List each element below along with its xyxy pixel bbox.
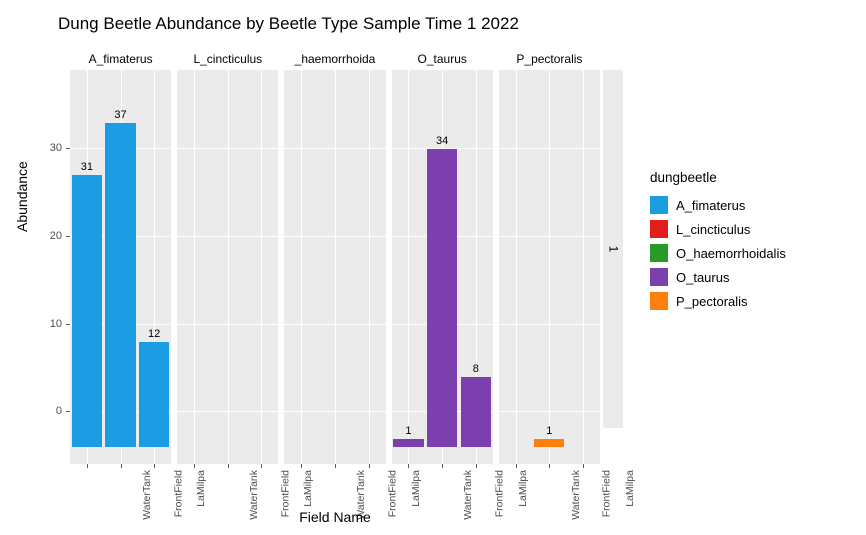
facet: L_cincticulusWaterTankFrontFieldLaMilpa <box>177 48 278 468</box>
legend-title: dungbeetle <box>650 170 786 185</box>
bar-value-label: 12 <box>140 328 168 340</box>
facet-strip: O_taurus <box>392 48 493 70</box>
legend-item: L_cincticulus <box>650 217 786 241</box>
bar <box>461 377 491 447</box>
bar-value-label: 34 <box>428 135 456 147</box>
legend-swatch <box>650 268 668 286</box>
facet: P_pectoralis1WaterTankFrontFieldLaMilpa <box>499 48 600 468</box>
y-tick-label: 0 <box>56 405 62 417</box>
legend-label: A_fimaterus <box>676 198 745 213</box>
legend: dungbeetle A_fimaterus L_cincticulus O_hae… <box>650 170 786 313</box>
chart-title: Dung Beetle Abundance by Beetle Type Sam… <box>58 14 519 34</box>
bar-value-label: 8 <box>462 363 490 375</box>
bar-value-label: 31 <box>73 161 101 173</box>
facet: O_taurus1348WaterTankFrontFieldLaMilpa <box>392 48 493 468</box>
bar-value-label: 1 <box>535 425 563 437</box>
legend-swatch <box>650 244 668 262</box>
y-axis-title: Abundance <box>14 161 30 232</box>
facet-strip: L_cincticulus <box>177 48 278 70</box>
bar <box>72 175 102 447</box>
legend-label: L_cincticulus <box>676 222 750 237</box>
x-tick-label: LaMilpa <box>624 470 636 507</box>
y-tick-label: 10 <box>50 318 62 330</box>
legend-label: O_taurus <box>676 270 729 285</box>
facet-panel: 1 <box>499 70 600 464</box>
bar <box>105 123 135 448</box>
legend-item: A_fimaterus <box>650 193 786 217</box>
bar <box>534 439 564 448</box>
legend-item: O_taurus <box>650 265 786 289</box>
y-tick-label: 20 <box>50 230 62 242</box>
legend-swatch <box>650 220 668 238</box>
x-axis-title: Field Name <box>70 509 600 525</box>
facet-panel <box>284 70 385 464</box>
facet-row: A_fimaterus313712WaterTankFrontFieldLaMi… <box>70 48 600 468</box>
facet-row-strip: 1 <box>603 70 623 428</box>
legend-swatch <box>650 196 668 214</box>
legend-item: P_pectoralis <box>650 289 786 313</box>
facet-row-strip-label: 1 <box>606 246 620 253</box>
y-tick-label: 30 <box>50 142 62 154</box>
legend-items: A_fimaterus L_cincticulus O_haemorrhoidali… <box>650 193 786 313</box>
bar-value-label: 1 <box>394 425 422 437</box>
facet: A_fimaterus313712WaterTankFrontFieldLaMi… <box>70 48 171 468</box>
facet: _haemorrhoidaWaterTankFrontFieldLaMilpa <box>284 48 385 468</box>
facet-strip: P_pectoralis <box>499 48 600 70</box>
plot-area: A_fimaterus313712WaterTankFrontFieldLaMi… <box>70 48 600 468</box>
chart-container: Dung Beetle Abundance by Beetle Type Sam… <box>0 0 866 535</box>
facet-strip: A_fimaterus <box>70 48 171 70</box>
bar <box>427 149 457 447</box>
facet-strip: _haemorrhoida <box>284 48 385 70</box>
facet-panel <box>177 70 278 464</box>
x-tick-label: LaMilpa <box>409 470 421 507</box>
legend-label: P_pectoralis <box>676 294 748 309</box>
bar <box>393 439 423 448</box>
x-tick-label: FrontField <box>601 470 613 517</box>
facet-panel: 31 37 12 <box>70 70 171 464</box>
x-tick-label: LaMilpa <box>195 470 207 507</box>
bar <box>139 342 169 447</box>
x-tick-label: LaMilpa <box>517 470 529 507</box>
y-axis: 0 10 20 30 <box>42 70 70 428</box>
bar-value-label: 37 <box>107 109 135 121</box>
x-tick-label: LaMilpa <box>302 470 314 507</box>
legend-item: O_haemorrhoidalis <box>650 241 786 265</box>
facet-panel: 1 34 8 <box>392 70 493 464</box>
legend-label: O_haemorrhoidalis <box>676 246 786 261</box>
legend-swatch <box>650 292 668 310</box>
